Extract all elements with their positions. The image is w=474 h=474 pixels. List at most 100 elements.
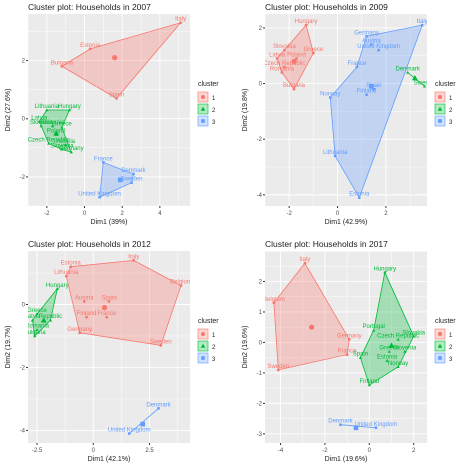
data-point: [365, 93, 368, 96]
legend-marker: [201, 332, 205, 336]
point-label: Spain: [101, 295, 116, 301]
point-label: United Kingdom: [78, 191, 121, 197]
point-label: France: [348, 61, 367, 67]
data-point: [132, 172, 135, 176]
data-point: [60, 64, 64, 68]
cluster-plot-1: Cluster plot: Households in 2007 -2 0 2 4 -2 0…: [5, 2, 219, 226]
x-tick-label: 0: [336, 211, 340, 217]
point-label: Finland: [357, 89, 377, 95]
plot-title: Cluster plot: Households in 2017: [265, 239, 388, 249]
legend-marker: [437, 106, 443, 111]
point-label: Austria: [56, 139, 75, 145]
point-label: Lithuania: [323, 150, 348, 156]
x-tick-label: -2: [287, 211, 293, 217]
legend-marker: [437, 343, 443, 348]
data-point: [374, 426, 378, 430]
point-label: Republic: [39, 314, 62, 320]
point-label: Finland: [359, 379, 379, 385]
y-axis-title: Dim2 (27.6%): [5, 89, 12, 132]
data-point: [272, 301, 276, 305]
y-tick-label: 0: [22, 303, 26, 309]
data-point: [276, 368, 280, 372]
data-point: [370, 43, 373, 46]
point-label: Italy: [417, 19, 428, 25]
gridlines: [265, 251, 427, 443]
point-label: Romania: [40, 120, 65, 126]
data-point: [420, 23, 424, 27]
plot-panel: [28, 251, 190, 443]
legend-label: 3: [449, 120, 453, 126]
plot-title: Cluster plot: Households in 2007: [28, 2, 151, 12]
point-label: Portugal: [363, 324, 385, 330]
point-label: Germany: [59, 146, 84, 152]
data-point: [396, 365, 400, 369]
y-tick-label: 2: [22, 59, 26, 65]
x-axis-title: Dim1 (42.9%): [325, 219, 368, 226]
legend-label: 1: [212, 96, 216, 102]
point-label: France: [94, 156, 113, 162]
point-label: Italy: [175, 17, 186, 23]
point-label: Austria: [362, 39, 381, 45]
legend-label: 2: [212, 108, 216, 114]
point-label: Bulgaria: [24, 330, 47, 336]
data-point: [355, 65, 359, 69]
legend-label: 2: [449, 345, 453, 351]
x-tick-label: -2.5: [32, 448, 43, 454]
point-label: Hungary: [46, 283, 69, 289]
y-axis-title: Dim2 (19.6%): [242, 326, 249, 369]
point-label: France: [338, 349, 357, 355]
data-point: [35, 312, 39, 316]
legend: cluster 1 2 3: [197, 318, 219, 364]
data-point: [37, 120, 41, 123]
legend-label: 1: [449, 96, 453, 102]
point-label: Czech Republic: [377, 333, 419, 339]
point-label: Slovakia: [30, 120, 53, 126]
data-point: [82, 299, 86, 303]
cluster-centroid: [388, 342, 395, 348]
point-label: Estonia: [80, 43, 101, 49]
x-tick-label: 2.5: [145, 448, 154, 454]
point-label: Spain: [109, 92, 124, 98]
gridlines: [265, 14, 427, 206]
point-label: Denmark: [146, 402, 171, 408]
data-point: [403, 349, 407, 353]
cluster-hull-2: [32, 288, 58, 337]
point-label: Hungary: [58, 104, 81, 110]
point-label: Spain: [353, 352, 368, 358]
data-point: [406, 70, 410, 74]
data-point: [107, 299, 111, 303]
point-label: Estonia: [349, 192, 370, 198]
point-label: Latvia: [31, 116, 48, 122]
y-axis-title: Dim2 (19.8%): [242, 89, 249, 132]
legend-marker: [201, 119, 205, 123]
cluster-plot-4: Cluster plot: Households in 2017 -4 -2 0 2 -3…: [242, 239, 456, 463]
y-tick-label: -4: [20, 428, 26, 434]
y-axis-title: Dim2 (19.7%): [5, 326, 12, 369]
cluster-centroid: [40, 317, 47, 323]
data-point: [377, 48, 380, 52]
data-point: [333, 154, 337, 158]
cluster-centroid: [112, 55, 118, 61]
y-tick-label: 2: [259, 26, 263, 32]
data-point: [98, 196, 101, 199]
legend-title: cluster: [198, 318, 219, 325]
data-point: [383, 270, 387, 274]
point-label: Romania: [25, 324, 50, 330]
data-point: [412, 334, 416, 338]
point-label: Greece: [52, 121, 72, 127]
point-label: Sweden: [150, 339, 172, 345]
y-tick-label: -1: [257, 371, 263, 377]
plot-title: Cluster plot: Households in 2009: [265, 2, 388, 12]
legend: cluster 1 2 3: [434, 81, 456, 127]
y-tick-label: 0: [259, 82, 263, 88]
legend-marker: [200, 106, 206, 111]
data-point: [55, 287, 59, 290]
data-point: [372, 328, 376, 332]
data-point: [130, 181, 133, 184]
legend-label: 3: [212, 357, 216, 363]
point-label: Greece: [304, 47, 324, 53]
plot-title: Cluster plot: Households in 2012: [28, 239, 151, 249]
point-label: Belgium: [263, 297, 285, 303]
legend-label: 2: [212, 345, 216, 351]
data-point: [69, 265, 73, 269]
